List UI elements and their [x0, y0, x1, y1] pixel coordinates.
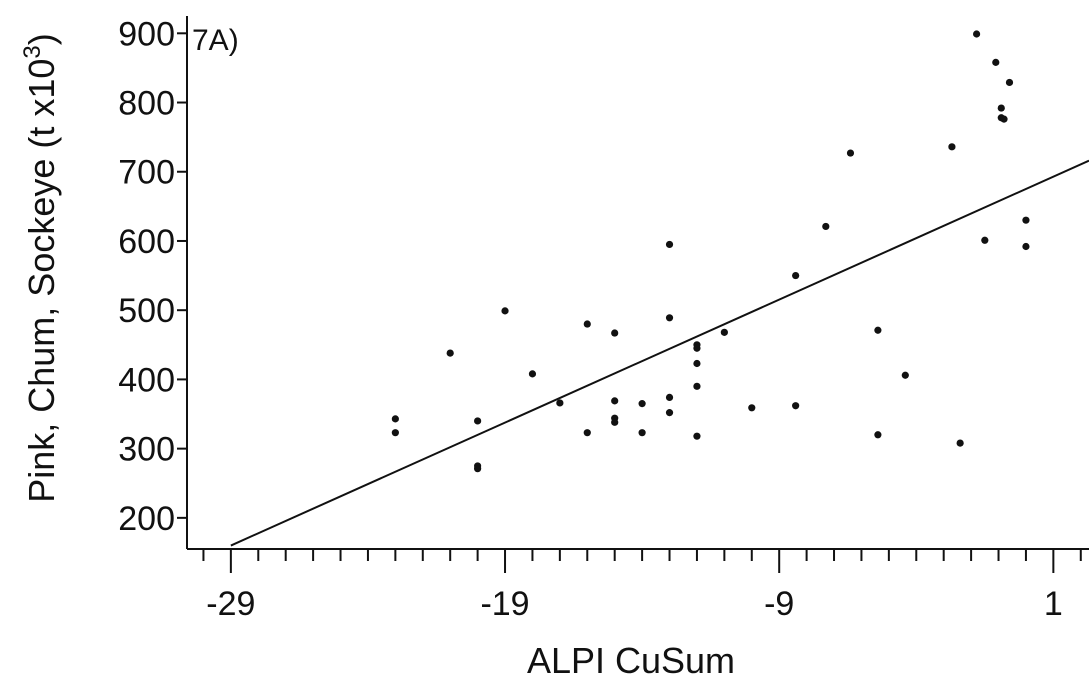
data-point [638, 400, 646, 408]
data-point [874, 431, 882, 439]
data-point [956, 439, 964, 447]
data-point [693, 359, 701, 368]
data-point [792, 402, 800, 410]
data-point [693, 432, 701, 440]
data-point [972, 30, 981, 38]
data-point [474, 465, 482, 473]
data-point [981, 236, 989, 244]
data-point [474, 417, 482, 425]
x-axis-title: ALPI CuSum [527, 640, 735, 681]
data-point [611, 397, 619, 405]
y-tick-label: 800 [118, 85, 175, 123]
y-tick-label: 500 [118, 292, 175, 330]
y-axis-title: Pink, Chum, Sockeye (t x103) [19, 33, 62, 503]
plot-area [230, 30, 1089, 547]
data-point [665, 240, 674, 249]
data-point [583, 429, 591, 437]
data-point [391, 429, 399, 437]
y-tick-label: 600 [118, 223, 175, 261]
x-tick-label: -19 [480, 585, 529, 623]
y-tick-label: 200 [118, 500, 175, 538]
axes [186, 16, 1089, 550]
data-point [948, 143, 956, 151]
data-point [1022, 216, 1030, 224]
y-tick-label: 700 [118, 154, 175, 192]
data-point [792, 271, 800, 280]
data-point [1005, 78, 1014, 87]
data-point [611, 329, 619, 337]
data-point [665, 409, 674, 417]
data-point [693, 344, 701, 352]
y-axis-title-close: ) [21, 33, 62, 45]
data-point [1000, 115, 1008, 123]
data-point [665, 314, 674, 322]
y-tick-label: 400 [118, 361, 175, 399]
x-axis-title-text: ALPI CuSum [527, 640, 735, 681]
x-tick-label: -9 [764, 585, 794, 623]
y-axis-title-text: Pink, Chum, Sockeye (t x10 [21, 59, 62, 503]
y-tick-label: 300 [118, 431, 175, 469]
x-tick-label: 1 [1044, 585, 1063, 623]
data-point [638, 429, 646, 437]
data-point [997, 104, 1005, 112]
data-point [528, 370, 537, 378]
y-tick-label: 900 [118, 15, 175, 53]
data-point [501, 307, 509, 315]
data-point [446, 349, 454, 357]
regression-line [230, 159, 1089, 547]
panel-label: 7A) [192, 24, 239, 57]
data-point [992, 58, 1000, 66]
data-point [665, 393, 674, 402]
data-point [720, 328, 728, 336]
data-point [611, 418, 619, 426]
data-point [693, 382, 701, 390]
y-axis-title-superscript: 3 [19, 45, 46, 58]
x-tick-label: -29 [206, 585, 255, 623]
data-point [391, 415, 399, 423]
data-point [583, 320, 591, 328]
data-point [748, 404, 756, 412]
ticks: 200 300 400 500 600 700 800 900 -29 -19 -9 1 [118, 15, 1082, 623]
data-point [874, 326, 882, 334]
data-point [1022, 242, 1030, 251]
data-point [822, 222, 830, 231]
data-point [846, 149, 855, 157]
data-point [901, 371, 909, 379]
data-point [556, 399, 564, 407]
